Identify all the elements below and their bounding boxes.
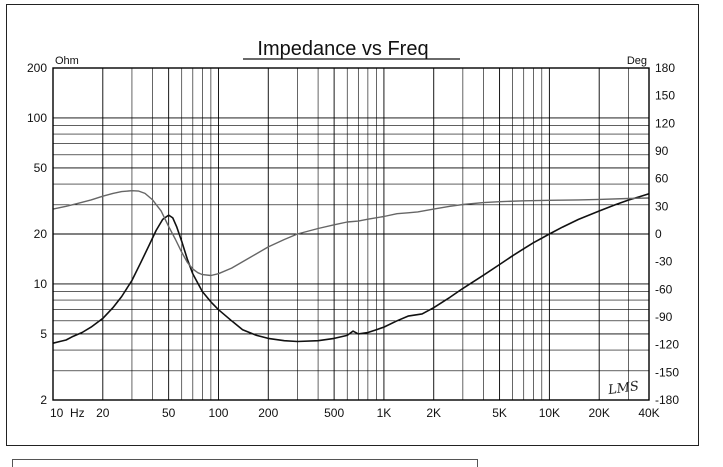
x-tick-label: 500 — [324, 406, 344, 420]
y-right-tick-label: 180 — [655, 61, 675, 75]
y-right-tick-label: -120 — [655, 338, 679, 352]
tick-labels: 10 20 50 100 200 500 1K 2K 5K 10K 20K 40K 2 5 10 20 50 10… — [27, 61, 679, 420]
impedance-curve — [52, 192, 650, 344]
x-tick-label: 2K — [426, 406, 441, 420]
y-right-tick-label: -150 — [655, 365, 679, 379]
y-right-tick-label: 60 — [655, 172, 669, 186]
bottom-panel-edge — [12, 459, 478, 467]
x-tick-label: 10 — [50, 406, 64, 420]
signature-mark: LMS — [606, 379, 640, 398]
left-axis-unit: Ohm — [55, 55, 79, 67]
x-tick-label: 1K — [377, 406, 392, 420]
x-tick-label: 100 — [208, 406, 228, 420]
y-left-tick-label: 5 — [40, 327, 47, 341]
y-left-tick-label: 200 — [27, 61, 47, 75]
y-right-tick-label: 120 — [655, 116, 675, 130]
y-left-tick-label: 10 — [34, 277, 48, 291]
x-tick-label: 5K — [492, 406, 507, 420]
y-right-tick-label: -30 — [655, 255, 673, 269]
right-axis-unit: Deg — [627, 55, 647, 67]
y-right-tick-label: -60 — [655, 282, 673, 296]
x-tick-label: 50 — [162, 406, 176, 420]
x-tick-label: 10K — [539, 406, 560, 420]
y-left-tick-label: 2 — [40, 393, 47, 407]
x-axis-unit: Hz — [70, 406, 85, 420]
x-tick-label: 20 — [96, 406, 110, 420]
y-right-tick-label: 90 — [655, 144, 669, 158]
x-tick-label: 40K — [638, 406, 659, 420]
y-left-tick-label: 100 — [27, 111, 47, 125]
x-tick-label: 20K — [589, 406, 610, 420]
y-right-tick-label: 150 — [655, 89, 675, 103]
y-right-tick-label: 0 — [655, 227, 662, 241]
series-layer — [52, 190, 650, 344]
chart-frame — [6, 4, 699, 446]
y-left-tick-label: 50 — [34, 161, 48, 175]
x-tick-label: 200 — [258, 406, 278, 420]
y-left-tick-label: 20 — [34, 227, 48, 241]
y-right-tick-label: -90 — [655, 310, 673, 324]
grid — [52, 67, 650, 401]
y-right-tick-label: 30 — [655, 199, 669, 213]
y-right-tick-label: -180 — [655, 393, 679, 407]
plot-border — [52, 67, 650, 401]
chart-title: Impedance vs Freq — [257, 38, 428, 60]
phase-curve — [52, 190, 650, 277]
